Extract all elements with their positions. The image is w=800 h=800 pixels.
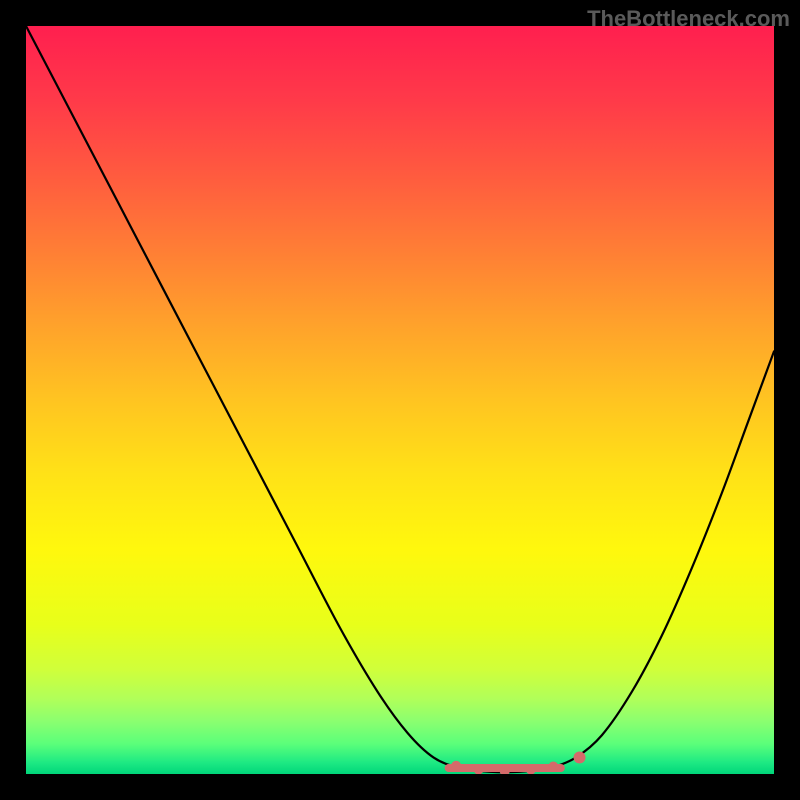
watermark-text: TheBottleneck.com xyxy=(587,6,790,32)
bottleneck-curve xyxy=(26,26,774,772)
curve-layer xyxy=(26,26,774,774)
plot-area xyxy=(26,26,774,774)
chart-container: TheBottleneck.com xyxy=(0,0,800,800)
